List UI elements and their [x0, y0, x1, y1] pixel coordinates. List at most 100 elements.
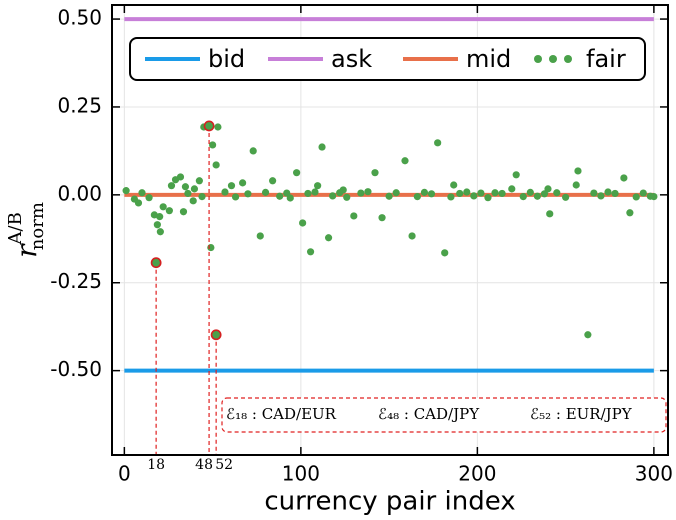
fair-point: [650, 193, 658, 201]
fair-point: [276, 192, 284, 200]
highlight-tick-label: 18: [147, 457, 165, 473]
fair-point: [470, 192, 478, 200]
fair-point: [385, 192, 393, 200]
fair-point: [336, 189, 344, 197]
y-tick-label: -0.25: [50, 269, 102, 293]
fair-point: [311, 188, 319, 196]
y-axis-label: rA/Bnorm: [5, 202, 48, 258]
y-tick-label: 0.00: [57, 181, 102, 205]
fair-point: [318, 143, 326, 151]
fair-point: [156, 213, 164, 221]
fair-point: [413, 193, 421, 201]
fair-point: [198, 193, 206, 201]
x-tick-label: 200: [458, 462, 496, 486]
fair-point: [371, 169, 379, 177]
fair-point: [378, 214, 386, 222]
legend: bid ask mid fair: [129, 37, 646, 81]
plot-frame: [111, 4, 669, 456]
x-tick-label: 100: [282, 462, 320, 486]
fair-point: [477, 189, 485, 197]
fair-point: [239, 179, 247, 187]
fair-point: [231, 193, 240, 201]
fair-point: [574, 167, 582, 175]
fair-point: [364, 188, 372, 196]
fair-point: [145, 194, 153, 202]
fair-point: [533, 192, 541, 200]
fair-point: [212, 161, 220, 169]
y-tick-label: -0.50: [50, 357, 102, 381]
fair-point: [207, 243, 215, 252]
y-label-main: r: [10, 243, 43, 258]
fair-point: [314, 182, 322, 190]
fair-point: [611, 189, 619, 198]
fair-point: [209, 141, 217, 149]
fair-point: [122, 187, 130, 195]
annotation-label: ℰ₁₈ : CAD/EUR: [226, 405, 337, 423]
fair-point: [491, 189, 499, 197]
fair-point: [306, 248, 315, 256]
fair-point: [244, 190, 252, 198]
y-label-sup: A/B: [5, 212, 26, 245]
legend-marker: [549, 55, 557, 63]
fair-point: [519, 193, 527, 201]
fair-point: [392, 189, 400, 197]
fair-point: [456, 189, 464, 198]
fair-point: [181, 183, 190, 191]
highlight-tick-label: 52: [215, 457, 233, 473]
fair-point: [190, 185, 199, 193]
fair-point: [526, 188, 534, 196]
legend-marker: [534, 55, 542, 63]
fair-point: [498, 189, 506, 198]
legend-box: [129, 37, 646, 81]
fair-point: [434, 139, 442, 147]
y-label-sub: norm: [27, 202, 48, 250]
legend-label: bid: [208, 45, 245, 73]
fair-point: [604, 188, 612, 196]
fair-point: [159, 203, 167, 211]
fair-point: [134, 199, 143, 207]
fair-point: [447, 193, 455, 201]
fair-point: [343, 193, 351, 201]
fair-point: [639, 189, 647, 197]
fair-point: [156, 228, 164, 236]
fair-point: [195, 177, 203, 185]
fair-point: [165, 207, 173, 215]
fair-point: [427, 190, 436, 198]
annotation-label: ℰ₄₈ : CAD/JPY: [378, 405, 480, 423]
fair-point: [420, 188, 429, 196]
fair-point: [584, 331, 592, 339]
fair-point: [261, 188, 270, 196]
fair-point: [632, 193, 640, 201]
fair-point: [512, 171, 520, 179]
fair-point: [189, 197, 197, 205]
fair-point: [293, 169, 301, 177]
fair-point: [176, 173, 185, 181]
x-tick-label: 0: [118, 462, 131, 486]
fair-point: [546, 210, 554, 218]
legend-label: ask: [331, 45, 372, 73]
annotation-label: ℰ₅₂ : EUR/JPY: [530, 405, 633, 423]
fair-point: [562, 193, 570, 201]
fair-point: [540, 190, 549, 198]
fair-point: [269, 177, 277, 185]
fair-point: [153, 221, 161, 229]
highlight-point: [150, 257, 162, 269]
fair-point: [626, 209, 634, 217]
fair-point: [484, 194, 492, 202]
y-tick-label: 0.25: [57, 93, 102, 117]
fair-point: [441, 249, 449, 257]
fair-point: [214, 123, 222, 131]
fair-point: [286, 194, 294, 202]
fair-point: [463, 188, 471, 196]
y-tick-label: 0.50: [57, 6, 102, 30]
x-tick-label: 300: [635, 462, 673, 486]
fair-point: [179, 208, 188, 216]
fair-point: [167, 182, 176, 190]
annotation-box: [221, 397, 667, 433]
fair-point: [620, 174, 628, 182]
fair-point: [329, 192, 337, 200]
fair-point: [401, 157, 409, 165]
highlight-point: [203, 120, 215, 132]
fair-point: [572, 181, 580, 189]
